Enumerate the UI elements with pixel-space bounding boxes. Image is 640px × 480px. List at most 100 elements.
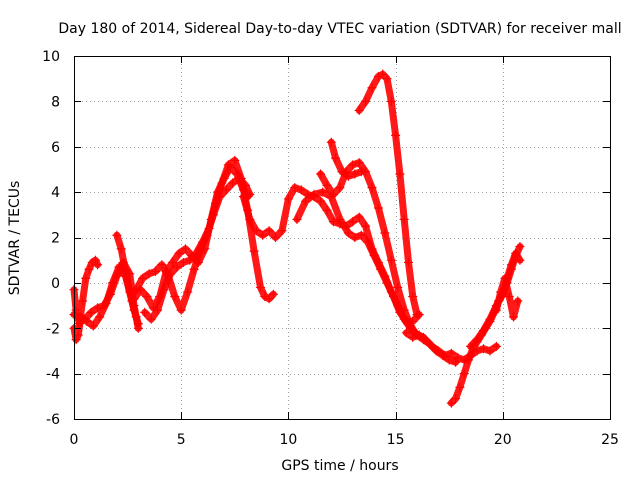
- data-point: [95, 312, 105, 322]
- data-point: [393, 282, 403, 293]
- data-point: [180, 244, 191, 254]
- data-point: [401, 328, 411, 338]
- data-point: [125, 287, 135, 297]
- data-point: [290, 182, 300, 193]
- data-point: [268, 289, 278, 299]
- data-point: [146, 314, 156, 324]
- data-point: [414, 330, 424, 340]
- data-point: [463, 355, 474, 365]
- series-line: [141, 156, 277, 323]
- data-point: [337, 167, 347, 177]
- data-point: [300, 196, 311, 206]
- y-tick-label: -6: [46, 412, 60, 428]
- data-point: [367, 182, 377, 193]
- data-point: [112, 271, 122, 281]
- data-point: [138, 273, 148, 283]
- data-point: [223, 160, 233, 170]
- x-axis-title: GPS time / hours: [281, 458, 398, 474]
- data-point: [382, 74, 392, 84]
- data-point: [277, 226, 287, 236]
- data-point: [485, 346, 495, 356]
- data-point: [112, 230, 122, 240]
- data-point: [459, 369, 469, 379]
- data-point: [504, 291, 514, 302]
- data-point: [176, 305, 186, 315]
- data-point: [408, 291, 418, 302]
- y-tick-label: 10: [42, 49, 60, 65]
- data-point: [81, 273, 91, 283]
- x-tick-label: 25: [601, 432, 619, 448]
- data-point: [322, 180, 332, 190]
- data-point: [322, 205, 332, 215]
- data-point: [466, 341, 476, 351]
- data-point: [150, 266, 161, 277]
- series-line: [492, 274, 522, 321]
- data-point: [363, 237, 373, 247]
- data-point: [140, 307, 150, 317]
- series-line: [70, 315, 84, 344]
- data-point: [500, 273, 510, 283]
- data-point: [157, 260, 167, 270]
- data-point: [382, 278, 392, 288]
- data-point: [249, 246, 259, 256]
- data-point: [105, 289, 116, 299]
- data-point: [496, 287, 506, 297]
- data-point: [88, 321, 98, 331]
- data-point: [144, 269, 154, 279]
- y-tick-label: 6: [51, 140, 60, 156]
- data-point: [408, 332, 418, 342]
- axis-ticks: [74, 56, 611, 420]
- data-point: [142, 291, 152, 302]
- data-point: [356, 167, 366, 177]
- y-tick-label: -2: [46, 321, 60, 337]
- data-point: [491, 341, 501, 351]
- data-point: [451, 393, 461, 404]
- data-point: [120, 266, 131, 277]
- data-point: [264, 226, 274, 236]
- data-point: [228, 178, 238, 188]
- x-tick-label: 20: [494, 432, 512, 448]
- data-point: [513, 296, 523, 306]
- data-point: [210, 198, 221, 209]
- data-point: [165, 269, 176, 279]
- data-point: [185, 255, 195, 265]
- data-point: [153, 305, 163, 315]
- data-point: [491, 305, 501, 315]
- data-point: [238, 192, 248, 202]
- data-point: [335, 214, 345, 224]
- data-point: [189, 264, 199, 274]
- data-point: [354, 212, 364, 222]
- series-arc-12: [326, 137, 366, 181]
- data-point: [515, 241, 525, 252]
- data-point: [283, 194, 293, 204]
- series-arc-11: [315, 158, 461, 367]
- data-point: [309, 189, 319, 199]
- series-line: [113, 231, 142, 328]
- data-point: [506, 260, 516, 270]
- data-point: [433, 346, 444, 356]
- data-point: [427, 341, 437, 351]
- data-point: [395, 169, 405, 179]
- y-tick-label: 2: [51, 231, 60, 247]
- data-point: [292, 214, 302, 224]
- data-point: [315, 196, 326, 206]
- data-point: [92, 303, 103, 313]
- data-point: [245, 214, 255, 224]
- data-point: [391, 130, 401, 141]
- data-point: [258, 230, 268, 240]
- y-axis-title: SDTVAR / TECUs: [7, 181, 23, 296]
- data-point: [236, 173, 246, 184]
- data-point: [251, 226, 261, 236]
- data-point: [360, 221, 371, 231]
- x-tick-label: 5: [177, 432, 186, 448]
- series-arc-5: [112, 230, 143, 329]
- data-point: [508, 312, 519, 322]
- chart-title: Day 180 of 2014, Sidereal Day-to-day VTE…: [58, 21, 621, 37]
- data-point: [399, 214, 409, 224]
- data-point: [330, 153, 341, 163]
- data-point: [446, 398, 456, 408]
- series-line: [132, 175, 254, 314]
- data-point: [178, 257, 188, 268]
- data-point: [354, 158, 364, 168]
